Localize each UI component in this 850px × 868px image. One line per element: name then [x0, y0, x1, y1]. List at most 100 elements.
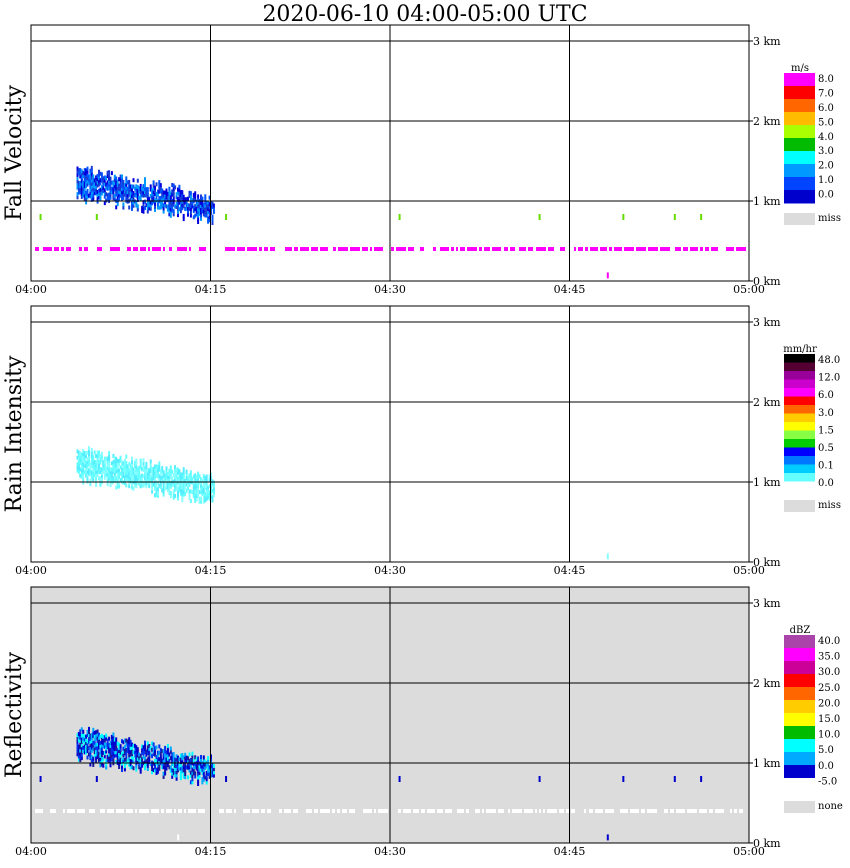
echo-cell [92, 455, 95, 459]
echo-cell [122, 470, 125, 475]
echo-cell [211, 763, 214, 768]
echo-cell [197, 204, 200, 208]
echo-cell [159, 754, 162, 759]
echo-cell [168, 478, 171, 483]
echo-cell [79, 758, 82, 763]
echo-cell [110, 741, 113, 746]
echo-cell [156, 763, 159, 768]
echo-cell [204, 200, 207, 205]
echo-cell [112, 742, 115, 747]
legend-label: 7.0 [818, 88, 834, 99]
echo-cell [189, 210, 192, 215]
echo-cell [198, 211, 201, 216]
echo-cell [132, 191, 135, 195]
echo-cell [79, 174, 82, 179]
echo-cell [110, 747, 113, 752]
echo-cell [89, 740, 92, 745]
echo-cell [113, 737, 116, 742]
band-segment [730, 809, 732, 813]
echo-cell [133, 476, 136, 481]
echo-cell [202, 771, 205, 776]
echo-cell [165, 766, 168, 771]
legend-unit: m/s [791, 63, 809, 74]
legend-missing-label: miss [818, 500, 841, 511]
band-segment [259, 247, 262, 251]
echo-cell [166, 488, 169, 493]
echo-cell [108, 457, 111, 462]
band-segment [559, 809, 564, 813]
echo-cell [171, 774, 174, 779]
echo-cell [144, 177, 146, 182]
chart-title: 2020-06-10 04:00-05:00 UTC [262, 2, 588, 27]
echo-cell [154, 470, 156, 475]
echo-cell [88, 193, 90, 198]
echo-cell [99, 760, 102, 765]
echo-cell [202, 490, 205, 495]
echo-cell [95, 482, 98, 487]
band-segment [536, 247, 546, 251]
echo-cell [172, 473, 175, 478]
echo-cell [85, 470, 88, 475]
echo-cell [98, 182, 100, 187]
echo-cell [146, 468, 149, 473]
echo-cell [82, 455, 85, 460]
echo-cell [83, 196, 86, 201]
echo-cell [112, 463, 115, 468]
echo-cell [92, 756, 95, 761]
echo-cell [105, 472, 108, 477]
echo-cell [76, 733, 79, 738]
echo-cell [90, 732, 93, 737]
echo-cell [165, 482, 168, 487]
echo-cell [202, 755, 205, 760]
band-segment [261, 809, 265, 813]
echo-cell [126, 470, 129, 475]
echo-cell [102, 738, 105, 743]
echo-cell [96, 755, 99, 760]
echo-cell [105, 759, 108, 764]
echo-cell [139, 763, 142, 768]
echo-cell [191, 774, 194, 778]
echo-cell [182, 768, 185, 773]
echo-cell [155, 486, 158, 491]
echo-cell [164, 749, 167, 754]
echo-cell [145, 461, 148, 466]
echo-cell [204, 775, 207, 780]
echo-cell [179, 488, 182, 493]
echo-cell [99, 476, 102, 481]
echo-cell [208, 477, 211, 482]
band-segment [457, 809, 464, 813]
band-segment [199, 247, 206, 251]
echo-cell [158, 196, 161, 201]
echo-cell [129, 463, 132, 468]
echo-cell [89, 752, 92, 757]
echo-cell [172, 495, 175, 500]
echo-cell [88, 177, 90, 182]
echo-cell [200, 200, 202, 205]
plot-frame [30, 24, 750, 282]
echo-cell [138, 475, 141, 480]
echo-cell [112, 738, 115, 743]
echo-cell [102, 189, 105, 194]
echo-cell [151, 483, 154, 488]
echo-cell [156, 490, 159, 495]
echo-cell [93, 743, 96, 748]
echo-cell [175, 474, 178, 479]
echo-cell [162, 190, 165, 195]
echo-cell [197, 194, 200, 199]
echo-cell [152, 761, 155, 766]
echo-cell [197, 766, 200, 770]
echo-cell [121, 470, 123, 475]
echo-cell [154, 474, 156, 479]
echo-cell [171, 192, 174, 197]
band-segment [178, 809, 182, 813]
echo-cell [179, 485, 182, 490]
echo-cell [125, 176, 128, 181]
echo-cell [192, 768, 195, 773]
legend-label: 20.0 [818, 698, 840, 709]
echo-cell [181, 190, 184, 195]
echo-cell [110, 750, 113, 755]
echo-cell [175, 192, 178, 197]
echo-cell [85, 171, 88, 176]
legend-missing-swatch [784, 500, 815, 512]
echo-cell [89, 478, 92, 483]
